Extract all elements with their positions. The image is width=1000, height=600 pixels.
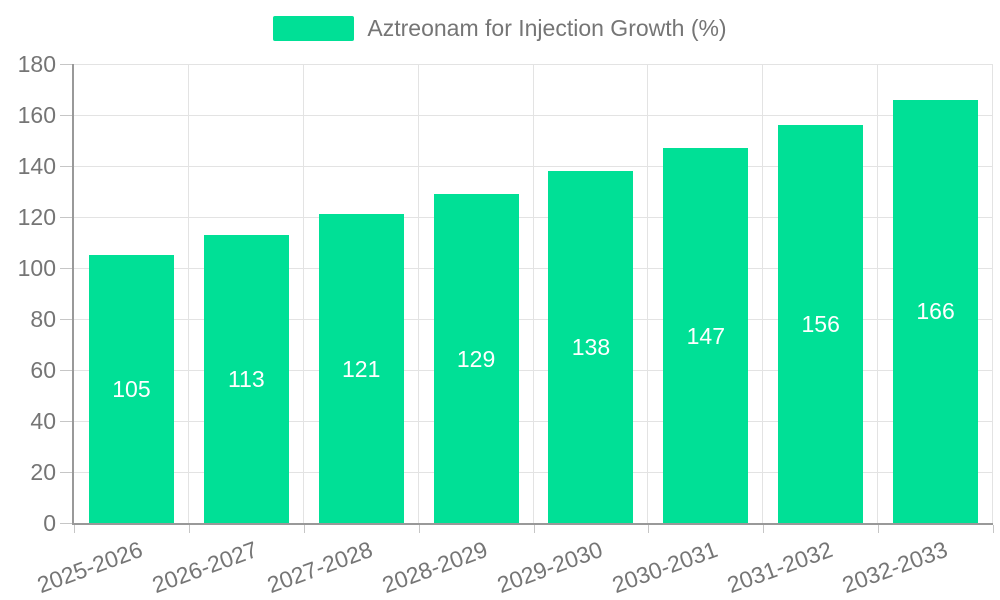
bar[interactable]: 138	[548, 171, 634, 523]
x-tick	[418, 525, 420, 533]
x-tick	[648, 525, 650, 533]
h-gridline	[74, 166, 993, 167]
bar-value-label: 166	[916, 298, 955, 325]
y-tick-label: 40	[30, 408, 56, 434]
x-tick	[763, 525, 765, 533]
v-gridline	[417, 64, 419, 523]
h-gridline	[74, 64, 993, 65]
bar-value-label: 113	[227, 365, 265, 392]
x-category-label: 2028-2029	[378, 536, 491, 599]
y-tick-label: 160	[17, 102, 56, 128]
v-gridline	[187, 64, 189, 523]
h-gridline	[74, 472, 993, 473]
x-tick	[188, 525, 190, 533]
y-tick-label: 20	[30, 459, 56, 485]
x-tick	[303, 525, 305, 533]
v-gridline	[302, 64, 304, 523]
y-tick-label: 0	[43, 510, 56, 536]
y-tick	[60, 370, 72, 371]
y-tick	[60, 319, 72, 320]
bar-value-label: 138	[571, 334, 611, 361]
y-tick	[60, 268, 72, 269]
v-gridline	[877, 64, 879, 523]
y-axis-line	[72, 64, 74, 523]
y-tick-label: 120	[17, 204, 56, 230]
y-tick	[60, 472, 72, 473]
bar[interactable]: 156	[778, 125, 864, 523]
bar[interactable]: 166	[893, 99, 979, 523]
x-category-label: 2026-2027	[148, 536, 262, 599]
bar-value-label: 147	[686, 322, 725, 349]
h-gridline	[74, 421, 993, 422]
x-tick	[993, 525, 994, 533]
x-category-label: 2030-2031	[608, 536, 721, 599]
y-tick	[60, 421, 72, 422]
y-tick	[60, 64, 72, 65]
h-gridline	[74, 268, 993, 269]
y-tick	[60, 523, 72, 524]
v-gridline	[532, 64, 534, 523]
legend[interactable]: Aztreonam for Injection Growth (%)	[0, 15, 1000, 42]
x-category-label: 2027-2028	[263, 536, 377, 599]
h-gridline	[74, 370, 993, 371]
x-tick	[533, 525, 535, 533]
y-tick-label: 180	[17, 51, 56, 77]
h-gridline	[74, 319, 993, 320]
y-tick	[60, 217, 72, 218]
x-category-label: 2032-2033	[838, 536, 951, 599]
bar-value-label: 105	[112, 376, 151, 403]
y-tick-label: 80	[30, 306, 56, 332]
bar[interactable]: 105	[88, 255, 174, 523]
bar[interactable]: 113	[203, 234, 289, 523]
legend-swatch	[273, 16, 355, 41]
bar[interactable]: 129	[433, 194, 519, 523]
x-axis-line	[72, 523, 993, 525]
plot-area: 105 113 121 129 138 147 156 166	[74, 64, 993, 523]
x-category-label: 2025-2026	[34, 536, 147, 599]
y-tick-label: 100	[17, 255, 56, 281]
x-tick	[878, 525, 880, 533]
x-tick	[74, 525, 75, 533]
h-gridline	[74, 217, 993, 218]
bar[interactable]: 121	[318, 214, 404, 523]
bar-value-label: 156	[801, 311, 840, 338]
x-category-label: 2029-2030	[493, 536, 606, 599]
legend-label: Aztreonam for Injection Growth (%)	[367, 15, 727, 41]
bar[interactable]: 147	[663, 148, 749, 523]
y-tick-label: 140	[17, 153, 56, 179]
h-gridline	[74, 115, 993, 116]
bar-value-label: 121	[342, 355, 381, 382]
y-tick	[60, 166, 72, 167]
v-gridline	[647, 64, 649, 523]
x-category-label: 2031-2032	[723, 536, 836, 599]
y-tick	[60, 115, 72, 116]
v-gridline	[992, 64, 993, 523]
v-gridline	[762, 64, 764, 523]
y-tick-label: 60	[30, 357, 56, 383]
bar-value-label: 129	[456, 345, 496, 372]
